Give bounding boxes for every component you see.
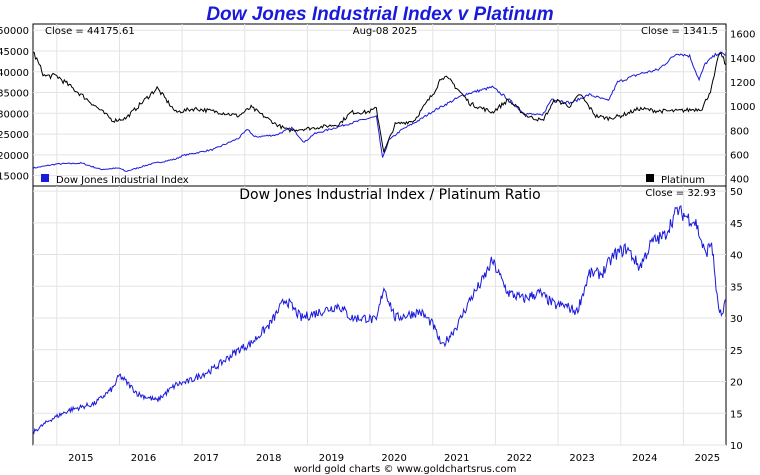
bottom-panel-frame [32, 185, 727, 446]
top-left-axis: 15000 20000 25000 30000 35000 40000 45000 50000 [0, 26, 29, 182]
credit-text: world gold charts © www.goldchartsrus.co… [294, 464, 517, 475]
x-tick-label: 2024 [632, 453, 657, 464]
x-axis: 2015 2016 2017 2018 2019 2020 2021 2022 2023 2024… [68, 453, 720, 464]
platinum-line [32, 51, 727, 153]
ratio-tick-label: 15 [730, 409, 743, 420]
platinum-close-label: Close = 1341.5 [641, 26, 718, 37]
x-tick-label: 2023 [569, 453, 594, 464]
left-tick-label: 20000 [0, 151, 29, 162]
x-tick-label: 2021 [444, 453, 469, 464]
legend-platinum-label: Platinum [661, 175, 705, 186]
legend-dow-label: Dow Jones Industrial Index [56, 175, 189, 186]
top-panel-frame [32, 23, 727, 187]
ratio-tick-label: 10 [730, 441, 743, 452]
x-tick-label: 2019 [319, 453, 344, 464]
x-tick-label: 2015 [68, 453, 93, 464]
ratio-title: Dow Jones Industrial Index / Platinum Ra… [239, 187, 541, 203]
bottom-grid [33, 186, 726, 446]
x-tick-label: 2016 [131, 453, 156, 464]
right-tick-label: 1400 [730, 54, 755, 65]
left-tick-label: 40000 [0, 68, 29, 79]
x-tick-label: 2022 [507, 453, 532, 464]
ratio-tick-label: 30 [730, 314, 743, 325]
legend-platinum-swatch [646, 174, 654, 182]
right-tick-label: 1200 [730, 78, 755, 89]
right-tick-label: 1000 [730, 102, 755, 113]
top-series [32, 51, 727, 172]
left-tick-label: 25000 [0, 130, 29, 141]
x-tick-label: 2018 [256, 453, 281, 464]
legend-dow-swatch [41, 174, 49, 182]
ratio-tick-label: 20 [730, 378, 743, 389]
ratio-line [32, 205, 727, 435]
ratio-tick-label: 40 [730, 251, 743, 262]
ratio-tick-label: 50 [730, 187, 743, 198]
bottom-series [32, 205, 727, 435]
x-tick-label: 2025 [695, 453, 720, 464]
x-tick-label: 2020 [381, 453, 406, 464]
dow-line [32, 51, 727, 172]
left-tick-label: 35000 [0, 89, 29, 100]
left-tick-label: 15000 [0, 172, 29, 183]
bottom-right-axis: 10 15 20 25 30 35 40 45 50 [730, 187, 743, 452]
chart-title: Dow Jones Industrial Index v Platinum [206, 4, 553, 25]
date-label: Aug-08 2025 [353, 26, 418, 37]
top-right-axis: 400 600 800 1000 1200 1400 1600 [730, 30, 755, 186]
x-tick-label: 2017 [193, 453, 218, 464]
ratio-close-label: Close = 32.93 [645, 188, 716, 199]
right-tick-label: 600 [730, 151, 749, 162]
left-tick-label: 30000 [0, 109, 29, 120]
ratio-tick-label: 25 [730, 346, 743, 357]
left-tick-label: 50000 [0, 26, 29, 37]
dow-close-label: Close = 44175.61 [45, 26, 135, 37]
right-tick-label: 400 [730, 175, 749, 186]
ratio-tick-label: 35 [730, 282, 743, 293]
right-tick-label: 800 [730, 126, 749, 137]
ratio-tick-label: 45 [730, 219, 743, 230]
right-tick-label: 1600 [730, 30, 755, 41]
left-tick-label: 45000 [0, 47, 29, 58]
